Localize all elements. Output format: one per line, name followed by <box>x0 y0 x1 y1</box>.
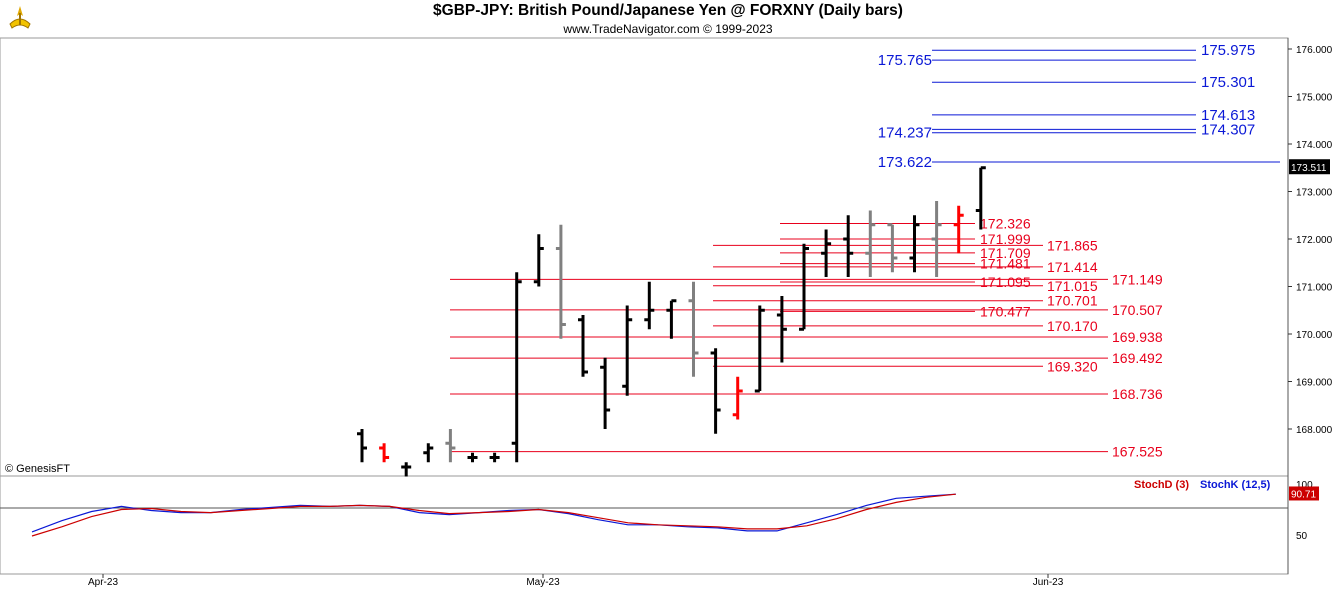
ohlc-bar <box>401 462 412 477</box>
red-level-label: 171.095 <box>980 274 1031 290</box>
stoch-tick-label: 50 <box>1296 531 1308 542</box>
red-level-label: 169.320 <box>1047 358 1098 374</box>
ohlc-bar <box>489 452 500 463</box>
ohlc-bar <box>555 224 566 339</box>
ohlc-bar <box>799 243 809 331</box>
price-tick-label: 174.000 <box>1296 140 1333 151</box>
price-tick-label: 168.000 <box>1296 425 1333 436</box>
ohlc-bar <box>909 215 920 273</box>
ohlc-bar <box>843 215 854 277</box>
stochd-line <box>31 493 956 537</box>
blue-level-label: 174.237 <box>878 125 932 142</box>
ohlc-bar <box>710 348 721 434</box>
ohlc-bar <box>666 299 677 339</box>
price-panel-frame <box>0 37 1289 477</box>
price-tick-label: 169.000 <box>1296 378 1333 389</box>
red-level-label: 171.414 <box>1047 259 1098 275</box>
price-tick-label: 171.000 <box>1296 283 1333 294</box>
red-level-label: 169.938 <box>1112 329 1163 345</box>
price-tick-label: 172.000 <box>1296 235 1333 246</box>
ohlc-bar <box>887 223 898 273</box>
date-axis: Apr-23 May-23 Jun-23 <box>88 574 1064 588</box>
blue-level-label: 175.975 <box>1201 42 1255 59</box>
ohlc-bars <box>357 166 986 477</box>
ohlc-bar <box>865 210 876 277</box>
right-axis-area <box>1288 38 1336 574</box>
price-axis: 168.000 169.000 170.000 171.000 172.000 173.0… <box>1288 45 1333 436</box>
ohlc-bar <box>953 205 964 254</box>
genesis-logo-icon <box>5 3 35 33</box>
red-level-label: 171.999 <box>980 231 1031 247</box>
blue-level-label: 174.307 <box>1201 121 1255 138</box>
blue-level-label: 173.622 <box>878 154 932 171</box>
red-level-label: 170.507 <box>1112 302 1163 318</box>
red-level-label: 172.326 <box>980 216 1031 232</box>
ohlc-bar <box>379 443 390 463</box>
ohlc-bar <box>644 281 655 330</box>
ohlc-bar <box>533 234 544 287</box>
red-level-label: 170.170 <box>1047 318 1098 334</box>
blue-level-label: 174.613 <box>1201 107 1255 124</box>
price-tick-label: 176.000 <box>1296 45 1333 56</box>
red-level-label: 171.709 <box>980 245 1031 261</box>
red-level-label: 171.149 <box>1112 271 1163 287</box>
ohlc-bar <box>622 305 633 396</box>
stoch-last-box <box>1289 486 1319 501</box>
stoch-tick-label: 100 <box>1296 480 1313 491</box>
red-level-label: 171.865 <box>1047 237 1098 253</box>
legend-stochd: StochD (3) <box>1134 479 1189 491</box>
ohlc-bar <box>445 429 456 463</box>
date-tick-label: Jun-23 <box>1033 577 1064 588</box>
ohlc-bar <box>754 305 765 393</box>
ohlc-bar <box>732 376 743 420</box>
chart-header: $GBP-JPY: British Pound/Japanese Yen @ F… <box>0 0 1336 38</box>
blue-level-label: 175.301 <box>1201 74 1255 91</box>
red-level-label: 171.481 <box>980 256 1031 272</box>
red-level-label: 167.525 <box>1112 444 1163 460</box>
last-price-label: 173.511 <box>1291 163 1327 174</box>
stoch-last-label: 90.71 <box>1291 489 1316 500</box>
ohlc-bar <box>357 429 367 463</box>
red-level-label: 170.477 <box>980 303 1031 319</box>
ohlc-bar <box>975 166 986 230</box>
blue-level-label: 175.765 <box>878 52 932 69</box>
ohlc-bar <box>776 296 787 363</box>
legend-stochk: StochK (12,5) <box>1200 479 1271 491</box>
date-tick-label: Apr-23 <box>88 577 118 588</box>
red-level-label: 168.736 <box>1112 386 1163 402</box>
ohlc-bar <box>423 443 434 463</box>
ohlc-bar <box>931 201 942 277</box>
date-tick-label: May-23 <box>526 577 560 588</box>
chart-subtitle: www.TradeNavigator.com © 1999-2023 <box>563 22 773 36</box>
stochastic-lines: 100 50 90.71 <box>31 480 1319 542</box>
red-level-label: 171.015 <box>1047 278 1098 294</box>
watermark: © GenesisFT <box>5 463 70 475</box>
chart-title: $GBP-JPY: British Pound/Japanese Yen @ F… <box>433 2 903 19</box>
red-level-label: 169.492 <box>1112 350 1163 366</box>
ohlc-bar <box>688 281 699 377</box>
ohlc-bar <box>467 452 478 463</box>
ohlc-bar <box>511 272 522 463</box>
ohlc-bar <box>821 229 832 277</box>
price-tick-label: 173.000 <box>1296 188 1333 199</box>
ohlc-bar <box>600 357 611 429</box>
last-price-box <box>1289 159 1330 175</box>
red-level-label: 170.701 <box>1047 293 1098 309</box>
price-tick-label: 175.000 <box>1296 93 1333 104</box>
ohlc-bar <box>578 315 588 377</box>
price-tick-label: 170.000 <box>1296 330 1333 341</box>
